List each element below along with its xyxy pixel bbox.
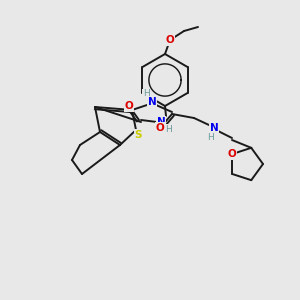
Text: N: N [148,97,156,107]
Text: H: H [208,134,214,142]
Text: H: H [165,124,171,134]
Text: O: O [156,123,164,133]
Text: O: O [228,149,237,159]
Text: N: N [210,123,218,133]
Text: H: H [142,89,149,98]
Text: O: O [166,35,174,45]
Text: N: N [157,117,165,127]
Text: S: S [134,130,142,140]
Text: O: O [124,101,134,111]
